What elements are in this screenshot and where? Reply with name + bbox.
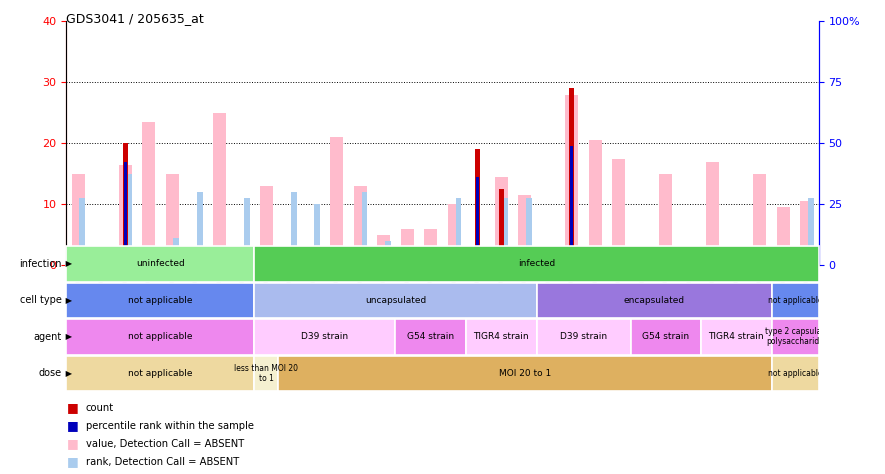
Bar (401, 229, 413, 265)
Bar (330, 137, 343, 265)
Text: ■: ■ (66, 455, 78, 468)
Text: D39 strain: D39 strain (302, 332, 349, 341)
Bar (354, 186, 366, 265)
Bar (66, 283, 255, 318)
Text: ▶: ▶ (63, 259, 72, 268)
Bar (385, 241, 391, 265)
Bar (753, 174, 766, 265)
Text: ■: ■ (66, 437, 78, 450)
Text: uncapsulated: uncapsulated (365, 296, 426, 305)
Bar (476, 177, 479, 265)
Bar (589, 140, 602, 265)
Bar (278, 356, 772, 391)
Text: cell type: cell type (20, 295, 62, 305)
Text: less than MOI 20
to 1: less than MOI 20 to 1 (235, 364, 298, 383)
Bar (659, 174, 673, 265)
Bar (122, 144, 127, 265)
Bar (259, 186, 273, 265)
Text: ■: ■ (66, 401, 78, 414)
Bar (142, 122, 155, 265)
Bar (570, 146, 573, 265)
Bar (377, 235, 390, 265)
Text: G54 strain: G54 strain (643, 332, 689, 341)
Text: dose: dose (39, 368, 62, 378)
Bar (255, 356, 278, 391)
Bar (800, 201, 813, 265)
Bar (165, 174, 179, 265)
Bar (706, 162, 720, 265)
Bar (124, 162, 127, 265)
Bar (612, 159, 626, 265)
Text: rank, Detection Call = ABSENT: rank, Detection Call = ABSENT (86, 456, 239, 467)
Bar (291, 192, 296, 265)
Bar (498, 189, 504, 265)
Text: not applicable: not applicable (768, 369, 822, 378)
Text: type 2 capsular
polysaccharide: type 2 capsular polysaccharide (766, 327, 825, 346)
Text: not applicable: not applicable (128, 369, 193, 378)
Text: TIGR4 strain: TIGR4 strain (709, 332, 764, 341)
Bar (244, 198, 250, 265)
Text: uninfected: uninfected (136, 259, 185, 268)
Bar (772, 283, 819, 318)
Bar (255, 246, 819, 282)
Text: ■: ■ (66, 419, 78, 432)
Text: count: count (86, 402, 114, 413)
Bar (701, 319, 772, 355)
Bar (119, 165, 132, 265)
Text: ▶: ▶ (63, 369, 72, 378)
Text: GDS3041 / 205635_at: GDS3041 / 205635_at (66, 12, 204, 25)
Bar (361, 192, 367, 265)
Bar (777, 208, 789, 265)
Text: encapsulated: encapsulated (624, 296, 685, 305)
Text: G54 strain: G54 strain (407, 332, 454, 341)
Bar (519, 195, 531, 265)
Text: ▶: ▶ (63, 296, 72, 305)
Bar (448, 204, 461, 265)
Bar (127, 174, 133, 265)
Bar (503, 198, 509, 265)
Bar (197, 192, 203, 265)
Bar (475, 149, 481, 265)
Text: D39 strain: D39 strain (560, 332, 607, 341)
Bar (772, 319, 819, 355)
Bar (212, 113, 226, 265)
Bar (66, 246, 255, 282)
Text: not applicable: not applicable (768, 296, 822, 305)
Bar (72, 174, 85, 265)
Bar (66, 356, 255, 391)
Bar (569, 89, 574, 265)
Bar (424, 229, 437, 265)
Text: value, Detection Call = ABSENT: value, Detection Call = ABSENT (86, 438, 244, 449)
Bar (630, 319, 701, 355)
Bar (737, 259, 743, 265)
Bar (536, 319, 630, 355)
Bar (466, 319, 536, 355)
Text: infection: infection (19, 259, 62, 269)
Bar (690, 256, 696, 265)
Bar (173, 238, 180, 265)
Bar (526, 198, 532, 265)
Text: ▶: ▶ (63, 332, 72, 341)
Bar (66, 319, 255, 355)
Text: not applicable: not applicable (128, 296, 193, 305)
Bar (456, 198, 461, 265)
Text: percentile rank within the sample: percentile rank within the sample (86, 420, 254, 431)
Bar (542, 247, 555, 265)
Bar (566, 95, 578, 265)
Text: agent: agent (34, 332, 62, 342)
Text: not applicable: not applicable (128, 332, 193, 341)
Bar (80, 198, 85, 265)
Bar (255, 319, 396, 355)
Bar (495, 177, 508, 265)
Bar (396, 319, 466, 355)
Text: infected: infected (518, 259, 555, 268)
Bar (314, 204, 320, 265)
Bar (772, 356, 819, 391)
Text: TIGR4 strain: TIGR4 strain (473, 332, 529, 341)
Bar (255, 283, 536, 318)
Bar (808, 198, 814, 265)
Text: MOI 20 to 1: MOI 20 to 1 (498, 369, 550, 378)
Bar (536, 283, 772, 318)
